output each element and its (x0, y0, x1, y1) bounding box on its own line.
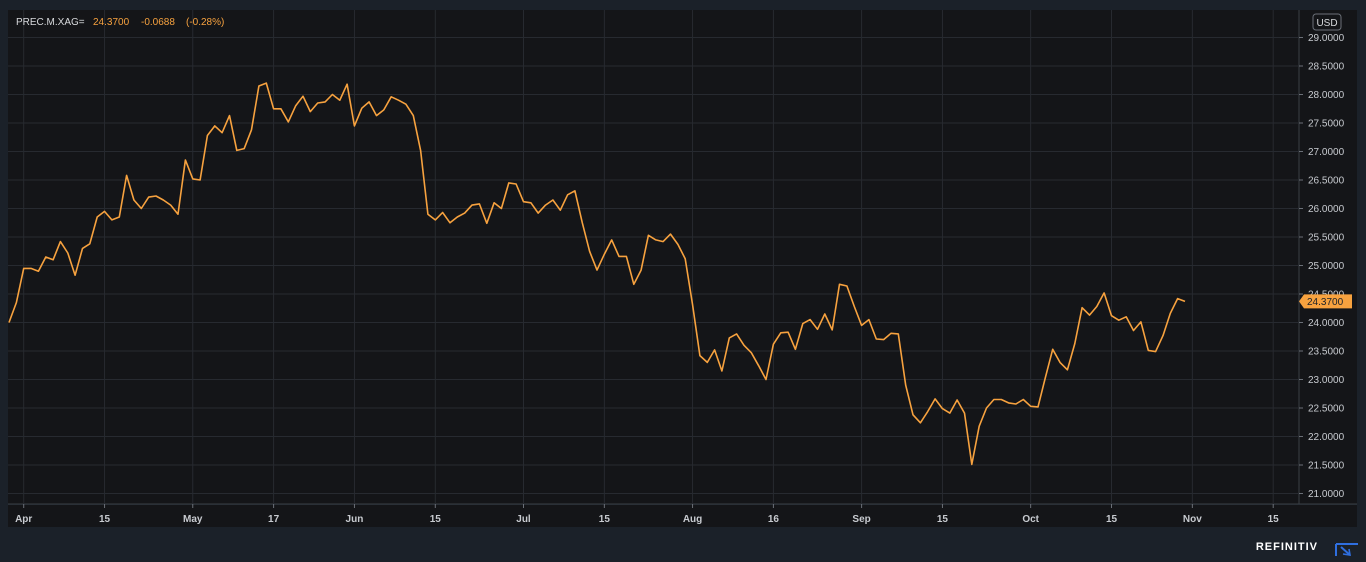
x-tick-label: 16 (768, 514, 780, 525)
y-tick-label: 26.0000 (1308, 204, 1345, 215)
x-tick-label: May (183, 514, 203, 525)
x-tick-label: Jun (346, 514, 364, 525)
x-tick-label: 15 (430, 514, 442, 525)
header-last-price: 24.3700 (93, 17, 130, 28)
x-tick-label: Oct (1022, 514, 1039, 525)
currency-badge[interactable] (1312, 13, 1342, 31)
y-tick-label: 25.0000 (1308, 261, 1345, 272)
refinitiv-logo-icon (1335, 543, 1358, 556)
x-tick-label: Aug (683, 514, 702, 525)
x-tick-label: 15 (1268, 514, 1280, 525)
y-tick-label: 23.5000 (1308, 347, 1345, 358)
x-tick-label: 15 (599, 514, 611, 525)
header-change: -0.0688 (141, 17, 175, 28)
plot-background (8, 10, 1299, 504)
gridlines (8, 10, 1299, 504)
x-tick-label: Sep (852, 514, 870, 525)
currency-label: USD (1316, 18, 1337, 29)
x-tick-label: Jul (516, 514, 531, 525)
x-tick-label: Apr (15, 514, 32, 525)
x-tick-label: 17 (268, 514, 280, 525)
y-tick-label: 22.5000 (1308, 404, 1345, 415)
x-tick-label: 15 (99, 514, 111, 525)
last-price-box (1299, 294, 1352, 309)
x-axis-ticks: Apr 15 May 17 Jun 15 Jul 15 Aug 16 Sep 15 Oct 15 Nov 15 (15, 504, 1279, 525)
x-tick-label: Nov (1183, 514, 1202, 525)
series-layer (8, 82, 1186, 466)
brand-wordmark: REFINITIV (1255, 541, 1318, 553)
series-line (8, 82, 1186, 466)
y-tick-label: 22.0000 (1308, 432, 1345, 443)
header-change-pct: (-0.28%) (186, 17, 224, 28)
x-tick-label: 15 (937, 514, 949, 525)
header-instrument: PREC.M.XAG= (16, 17, 85, 28)
y-tick-label: 21.5000 (1308, 461, 1345, 472)
last-price-label: 24.3700 (1299, 294, 1352, 309)
x-axis-background (8, 505, 1357, 527)
x-tick-label: 15 (1106, 514, 1118, 525)
y-tick-label: 28.5000 (1308, 62, 1345, 73)
y-tick-label: 26.5000 (1308, 176, 1345, 187)
y-tick-label: 28.0000 (1308, 90, 1345, 101)
y-axis-ticks: 29.0000 28.5000 28.0000 27.5000 27.0000 26.50… (1299, 33, 1345, 500)
y-tick-label: 21.0000 (1308, 489, 1345, 500)
y-tick-label: 24.0000 (1308, 318, 1345, 329)
y-axis-background (1299, 10, 1357, 504)
last-price-value: 24.3700 (1307, 297, 1344, 308)
y-tick-label: 25.5000 (1308, 233, 1345, 244)
y-tick-label: 27.5000 (1308, 119, 1345, 130)
y-tick-label: 29.0000 (1308, 33, 1345, 44)
y-tick-label: 23.0000 (1308, 375, 1345, 386)
y-tick-label: 27.0000 (1308, 147, 1345, 158)
